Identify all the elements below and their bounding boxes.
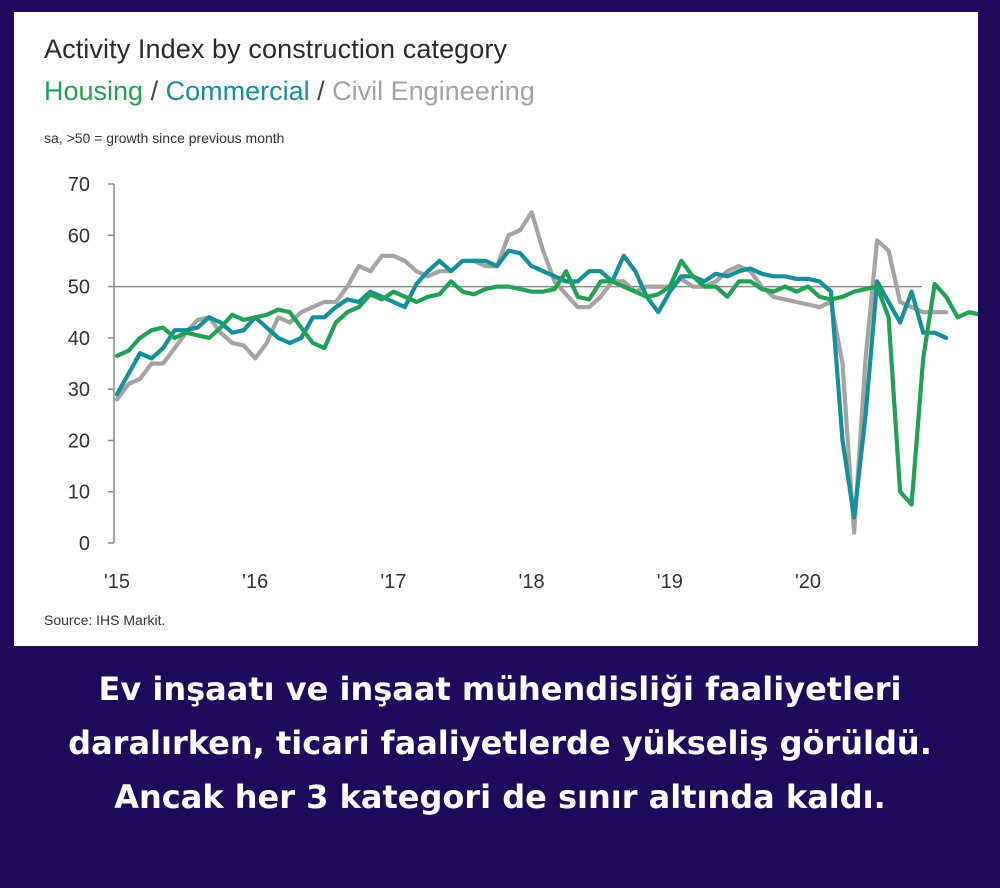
source-note: Source: IHS Markit. [44,612,166,628]
y-tick-label: 70 [68,174,90,196]
chart-title: Activity Index by construction category [44,34,508,64]
x-tick-label: '18 [519,571,545,593]
y-tick-label: 30 [68,379,90,401]
caption-line: daralırken, ticari faaliyetlerde yükseli… [68,724,932,762]
y-tick-label: 20 [68,430,90,452]
x-tick-label: '16 [242,571,268,593]
chart-card: 0 10 20 30 40 50 60 70 '15 '16 '17 '18 '19 '20 Activi… [14,12,978,646]
caption-line: Ev inşaatı ve inşaat mühendisliği faaliy… [98,670,902,708]
chart-svg: 0 10 20 30 40 50 60 70 '15 '16 '17 '18 '19 '20 [68,174,978,593]
series-line-housing [114,258,978,507]
legend-separator: / [309,76,333,106]
legend-civil-engineering: Civil Engineering [332,76,535,106]
caption-line: Ancak her 3 kategori de sınır altında ka… [114,778,886,816]
y-tick-label: 0 [79,533,90,555]
x-tick-label: '17 [380,571,406,593]
legend-separator: / [143,76,166,106]
chart-subtitle-legend: Housing / Commercial / Civil Engineering [44,76,535,107]
y-tick-label: 10 [68,482,90,504]
series-line-civil-engineering [114,210,949,535]
y-tick-label: 50 [68,277,90,299]
y-tick-label: 40 [68,328,90,350]
legend-housing: Housing [44,76,144,106]
x-tick-label: '15 [104,571,130,593]
caption: Ev inşaatı ve inşaat mühendisliği faaliy… [0,662,1000,824]
units-note: sa, >50 = growth since previous month [44,130,285,146]
y-tick-label: 60 [68,225,90,247]
legend-commercial: Commercial [165,76,310,106]
x-tick-label: '20 [795,571,821,593]
x-tick-label: '19 [657,571,683,593]
